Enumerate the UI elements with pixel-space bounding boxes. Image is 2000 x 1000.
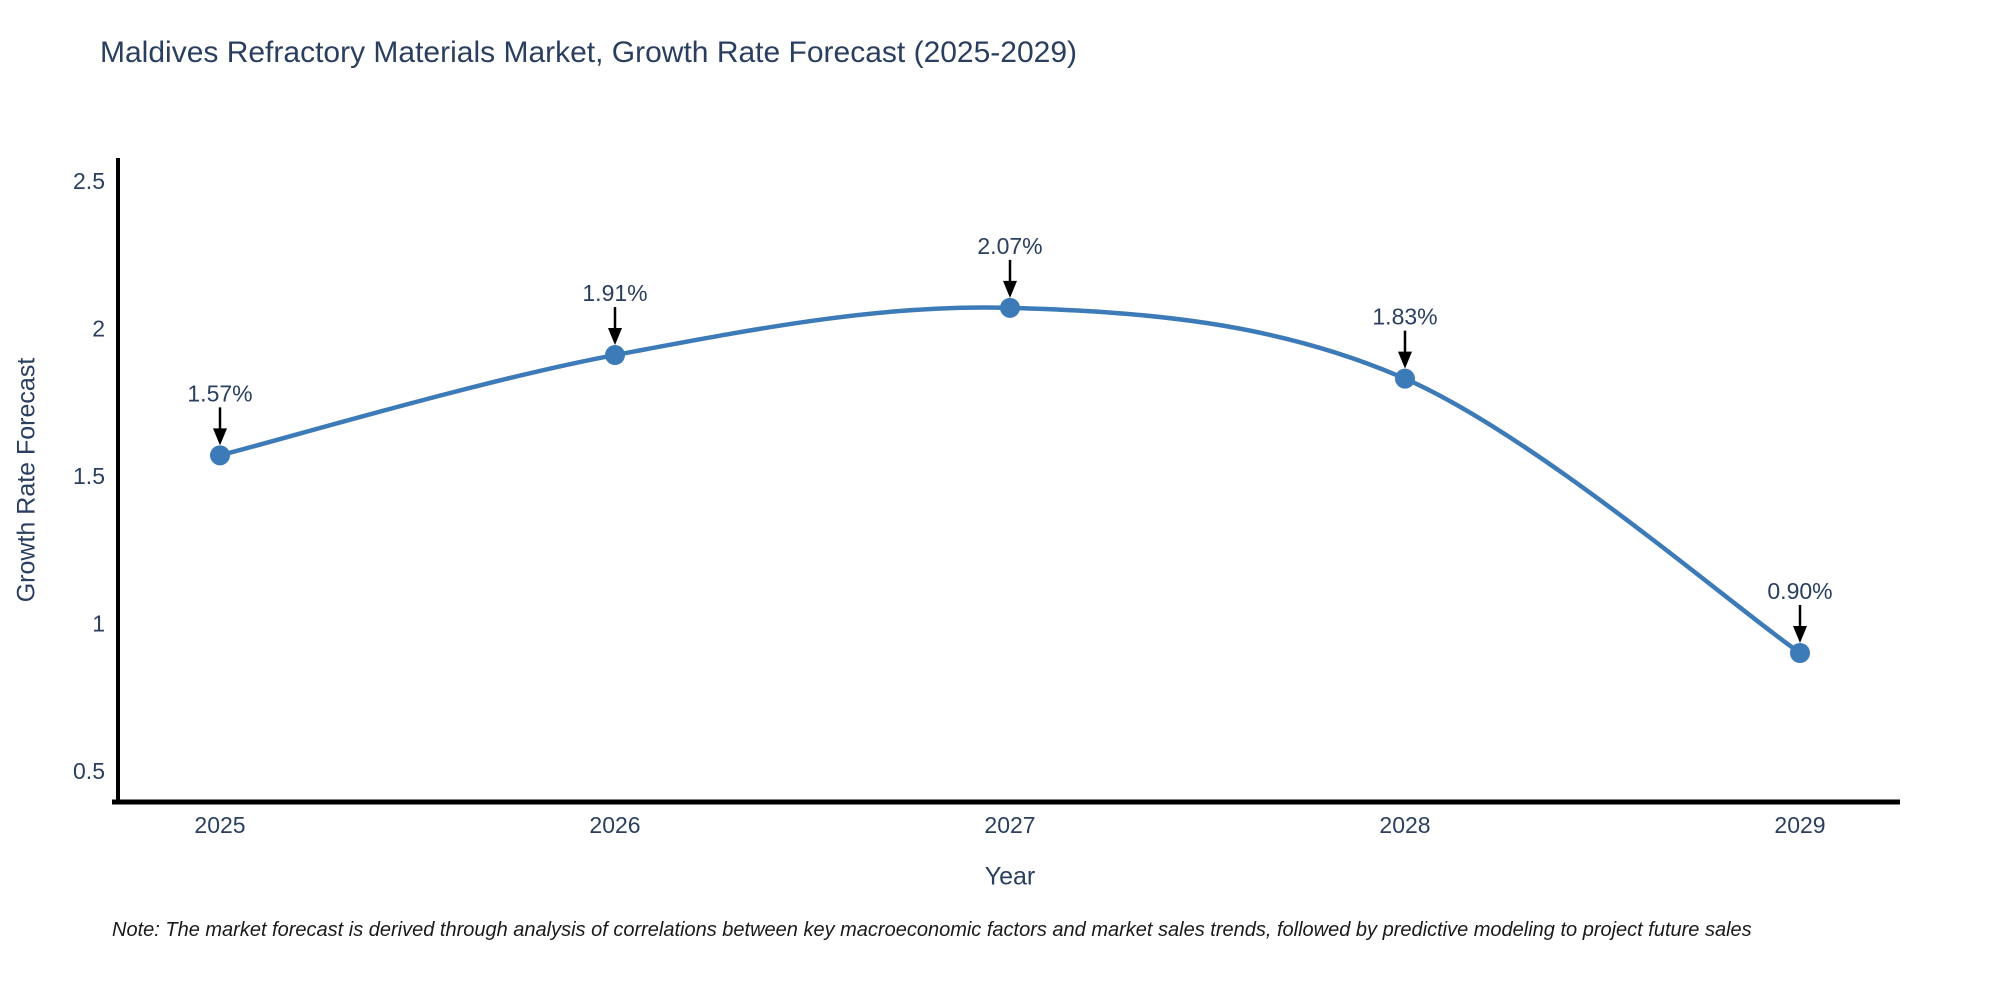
y-tick-label: 0.5: [73, 758, 105, 784]
annotation-arrow-head-icon: [213, 428, 227, 446]
annotation-arrow-head-icon: [1793, 626, 1807, 643]
x-tick-label: 2029: [1774, 812, 1825, 838]
data-point-marker[interactable]: [1000, 297, 1020, 318]
x-axis-title: Year: [984, 862, 1036, 891]
annotation-arrow-head-icon: [1003, 280, 1017, 298]
chart-title: Maldives Refractory Materials Market, Gr…: [100, 36, 1078, 69]
data-point-marker[interactable]: [210, 445, 230, 466]
data-point-marker[interactable]: [1790, 643, 1810, 663]
y-tick-label: 2.5: [73, 168, 105, 194]
chart-footnote: Note: The market forecast is derived thr…: [112, 919, 1752, 941]
y-tick-label: 1.5: [73, 463, 105, 489]
y-tick-label: 2: [92, 316, 105, 342]
x-tick-label: 2025: [194, 812, 245, 838]
data-point-label: 2.07%: [977, 233, 1042, 259]
data-point-label: 0.90%: [1767, 578, 1832, 604]
data-point-marker[interactable]: [605, 345, 625, 366]
trend-line: [217, 305, 1803, 656]
data-point-label: 1.91%: [582, 280, 647, 306]
y-tick-label: 1: [92, 611, 105, 637]
annotation-arrow-head-icon: [608, 328, 622, 346]
x-tick-label: 2027: [984, 812, 1035, 838]
data-point-marker[interactable]: [1395, 368, 1415, 389]
data-point-label: 1.83%: [1372, 304, 1437, 330]
x-tick-label: 2026: [589, 812, 640, 838]
y-axis-title: Growth Rate Forecast: [12, 357, 41, 603]
annotation-arrow-head-icon: [1398, 351, 1412, 369]
x-tick-label: 2028: [1379, 812, 1430, 838]
data-point-label: 1.57%: [187, 380, 252, 406]
